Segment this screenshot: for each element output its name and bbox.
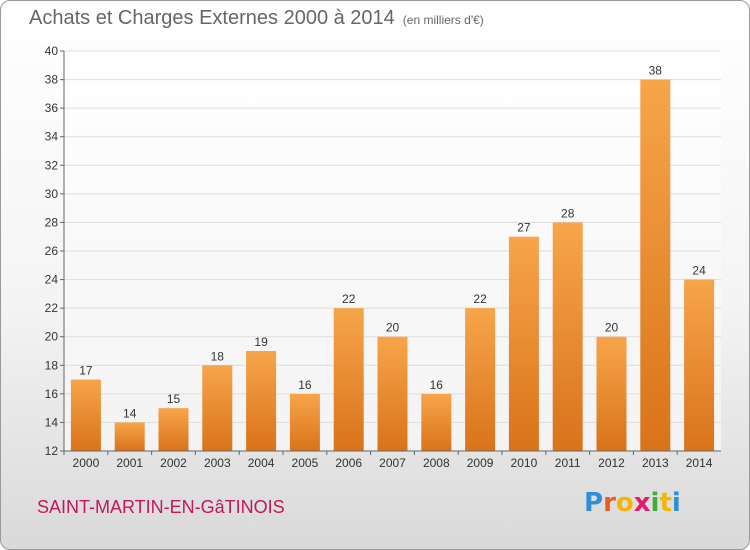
y-tick-label: 12 [45,444,59,458]
bar [684,279,715,451]
bar [202,365,233,451]
y-tick-label: 22 [45,301,59,315]
data-label: 16 [298,378,312,392]
bar [465,308,496,451]
y-tick-label: 16 [45,387,59,401]
data-label: 18 [211,349,225,363]
data-label: 14 [123,406,137,420]
y-tick-label: 20 [45,330,59,344]
bar [333,308,364,451]
x-tick-label: 2005 [292,456,319,470]
data-labels: 17 14 15 18 19 16 22 20 16 22 27 28 20 38 24 [79,64,706,421]
x-tick-label: 2000 [73,456,100,470]
x-tick-label: 2007 [379,456,406,470]
logo-letter: r [603,488,616,518]
x-tick-label: 2006 [335,456,362,470]
chart-title-text: Achats et Charges Externes 2000 à 2014 [29,7,395,29]
bar [158,408,189,451]
x-axis-ticks: 2000 2001 2002 2003 2004 2005 2006 2007 2008 2009… [63,451,713,470]
logo-letter: t [659,488,672,518]
data-label: 16 [430,378,444,392]
data-label: 15 [167,392,181,406]
chart-title: Achats et Charges Externes 2000 à 2014 (e… [29,7,484,30]
proxiti-logo: Proxiti [584,488,681,518]
bar [640,79,671,452]
y-tick-label: 38 [45,73,59,87]
data-label: 38 [649,64,663,78]
y-tick-label: 26 [45,244,59,258]
y-tick-label: 36 [45,101,59,115]
x-tick-label: 2014 [686,456,713,470]
x-tick-label: 2003 [204,456,231,470]
bar [114,422,145,451]
y-tick-label: 28 [45,215,59,229]
logo-letter: x [633,488,651,518]
x-tick-label: 2010 [511,456,538,470]
data-label: 27 [517,221,531,235]
x-tick-label: 2013 [642,456,669,470]
logo-letter: o [615,488,634,518]
y-tick-label: 24 [45,273,59,287]
logo-letter: i [650,488,660,518]
logo-letter: P [584,488,604,518]
bar [552,222,583,451]
data-label: 22 [473,292,487,306]
x-tick-label: 2012 [598,456,625,470]
data-label: 28 [561,206,575,220]
logo-letter: i [671,488,681,518]
bar [289,393,320,451]
y-tick-label: 18 [45,358,59,372]
data-label: 19 [254,335,268,349]
bars [70,79,715,452]
data-label: 20 [386,321,400,335]
y-axis-ticks: 12 14 16 18 20 22 24 26 28 30 32 34 36 38 40 [45,44,64,458]
bar [596,336,627,451]
bar [508,236,539,451]
bar [246,351,277,451]
x-tick-label: 2002 [160,456,187,470]
data-label: 22 [342,292,356,306]
x-tick-label: 2011 [555,456,581,470]
x-tick-label: 2008 [423,456,450,470]
x-tick-label: 2009 [467,456,494,470]
data-label: 17 [79,364,93,378]
bar [377,336,408,451]
x-tick-label: 2004 [248,456,275,470]
data-label: 24 [692,264,706,278]
data-label: 20 [605,321,619,335]
x-tick-label: 2001 [116,456,143,470]
chart-unit: (en milliers d'€) [402,13,484,27]
y-tick-label: 34 [45,130,59,144]
y-tick-label: 30 [45,187,59,201]
y-tick-label: 14 [45,415,59,429]
bar [421,393,452,451]
city-name: SAINT-MARTIN-EN-GâTINOIS [37,497,285,517]
y-tick-label: 40 [45,44,59,58]
y-tick-label: 32 [45,158,59,172]
bar [70,379,101,451]
